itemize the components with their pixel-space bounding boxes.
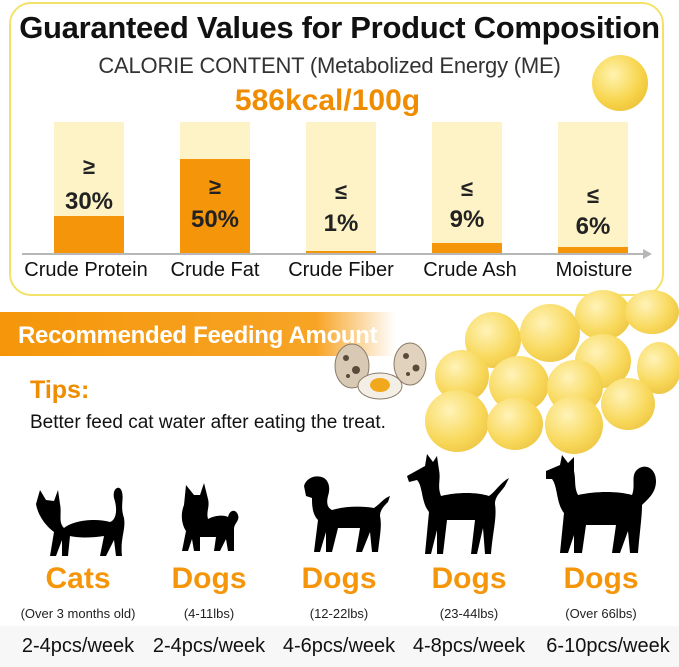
tips-label: Tips: (30, 376, 90, 404)
comparison-symbol: ≤ (460, 176, 474, 201)
cat-icon (30, 470, 140, 560)
animal-kind: Dogs (171, 562, 247, 595)
animal-weight: (23-44lbs) (439, 606, 499, 621)
bar-fill (54, 215, 124, 254)
feeding-banner-title: Recommended Feeding Amount (18, 322, 378, 349)
feeding-amount: 2-4pcs/week (152, 635, 266, 657)
composition-label: Crude Protein (24, 259, 148, 281)
quail-eggs-image (330, 340, 430, 404)
amount-row (0, 626, 679, 667)
animal-weight: (Over 66lbs) (565, 606, 637, 621)
comparison-symbol: ≤ (586, 183, 600, 208)
feeding-amount: 4-6pcs/week (282, 635, 396, 657)
comparison-symbol: ≤ (334, 179, 348, 204)
animal-kind: Dogs (563, 562, 639, 595)
composition-bar-fiber: ≤ 1% (306, 122, 376, 254)
animal-kind: Dogs (301, 562, 377, 595)
comparison-symbol: ≥ (208, 174, 222, 199)
page-title: Guaranteed Values for Product Compositio… (19, 10, 660, 45)
large-dog-icon (407, 452, 511, 556)
bar-fill (432, 243, 502, 254)
feeding-banner (0, 312, 395, 356)
xlarge-dog-icon (544, 455, 658, 555)
treat-balls-image (425, 290, 679, 460)
small-dog-icon (178, 481, 240, 553)
composition-label: Crude Fiber (288, 259, 394, 281)
axis-arrow-icon (643, 249, 652, 259)
composition-value: 30% (64, 188, 114, 215)
composition-bar-protein: ≥ 30% (54, 122, 124, 254)
composition-label: Crude Ash (423, 259, 517, 281)
feeding-amount: 2-4pcs/week (21, 635, 135, 657)
composition-value: 50% (190, 206, 240, 233)
animal-kind: Dogs (431, 562, 507, 595)
composition-bar-moisture: ≤ 6% (558, 122, 628, 254)
bar-fill (180, 158, 250, 254)
composition-bar-ash: ≤ 9% (432, 122, 502, 254)
calorie-subtitle: CALORIE CONTENT (Metabolized Energy (ME) (98, 53, 561, 78)
animal-weight: (Over 3 months old) (20, 606, 136, 621)
composition-value: 1% (323, 210, 359, 237)
animal-weight: (4-11lbs) (183, 606, 235, 621)
composition-value: 6% (575, 213, 611, 240)
composition-label: Moisture (555, 259, 633, 281)
feeding-amount: 4-8pcs/week (412, 635, 526, 657)
calorie-value: 586kcal/100g (234, 84, 421, 117)
bar-fill (558, 247, 628, 254)
medium-dog-icon (302, 474, 392, 554)
axis-line (22, 253, 646, 255)
composition-value: 9% (449, 206, 485, 233)
treat-ball-image (592, 55, 648, 111)
animal-weight: (12-22lbs) (309, 606, 369, 621)
tip-text: Better feed cat water after eating the t… (30, 412, 386, 433)
composition-label: Crude Fat (170, 259, 260, 281)
animal-kind: Cats (45, 562, 111, 595)
comparison-symbol: ≥ (82, 154, 96, 179)
feeding-amount: 6-10pcs/week (546, 635, 670, 657)
bar-fill (306, 251, 376, 254)
composition-bar-fat: ≥ 50% (180, 122, 250, 254)
